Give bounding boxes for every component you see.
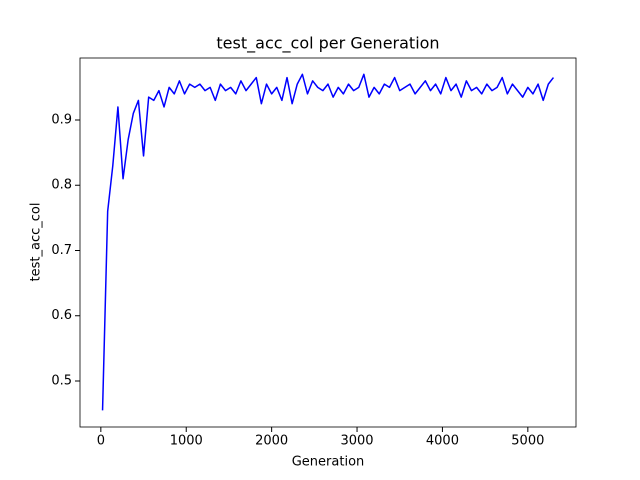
data-line [101, 73, 555, 411]
x-tick-label: 5000 [511, 434, 544, 449]
y-tick-label: 0.9 [51, 112, 72, 127]
y-tick-label: 0.8 [51, 178, 72, 193]
y-axis-label: test_acc_col [29, 203, 44, 282]
x-tick-label: 0 [97, 434, 105, 449]
chart-title: test_acc_col per Generation [216, 34, 439, 54]
y-tick-label: 0.5 [51, 373, 72, 388]
x-axis-label: Generation [292, 455, 365, 470]
y-tick-label: 0.7 [51, 243, 72, 258]
plot-frame [79, 57, 577, 428]
y-tick-label: 0.6 [51, 308, 72, 323]
x-tick-label: 4000 [426, 434, 459, 449]
x-tick-label: 1000 [170, 434, 203, 449]
x-tick-label: 2000 [255, 434, 288, 449]
x-tick-label: 3000 [340, 434, 373, 449]
